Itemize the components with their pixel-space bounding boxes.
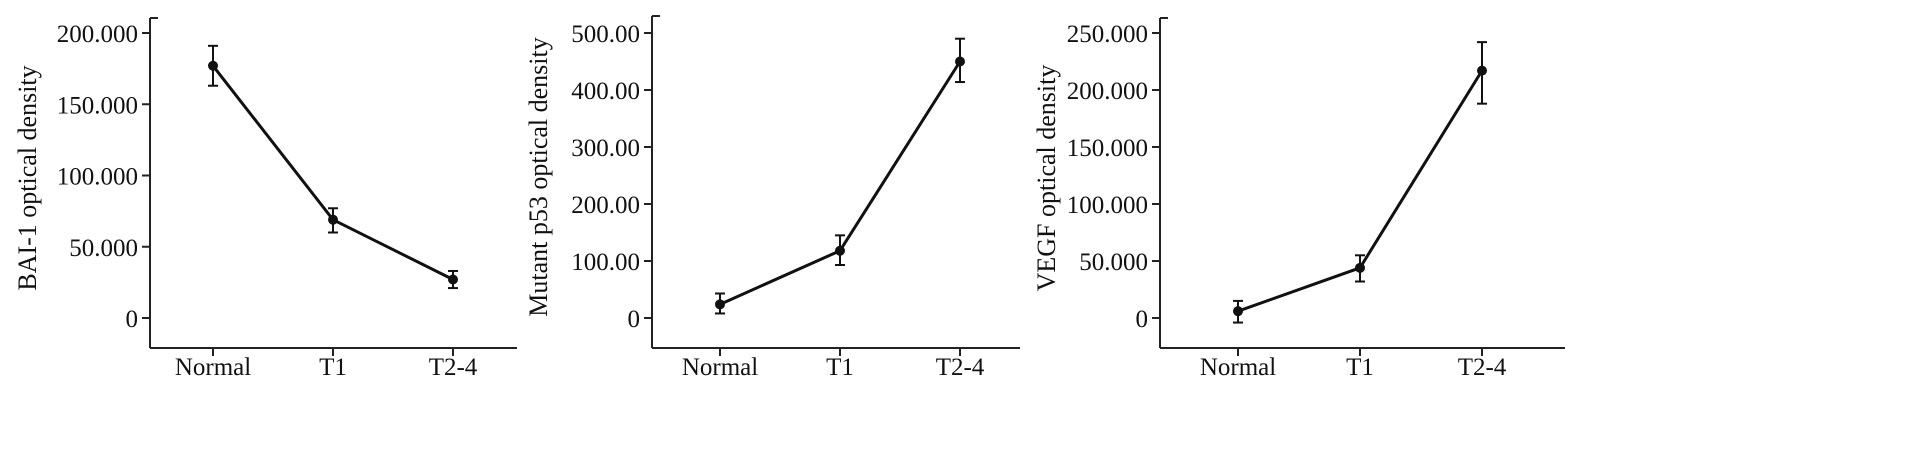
y-tick-label: 100.000: [1067, 192, 1148, 219]
y-tick-label: 0: [628, 306, 641, 333]
y-tick-label: 300.00: [571, 135, 640, 162]
x-tick-label: Normal: [1200, 354, 1276, 381]
y-tick-label: 200.000: [1067, 78, 1148, 105]
x-tick-label: T2-4: [429, 354, 478, 381]
x-tick-label: T2-4: [1458, 354, 1507, 381]
series-line: [211, 64, 454, 281]
chart-panel-bai1: 0 50.000 100.000 150.000 200.000 Normal T1 T2-4…: [13, 17, 517, 381]
x-tick-label: T1: [319, 354, 347, 381]
y-tick-label: 100.000: [57, 164, 138, 191]
y-tick-label: 100.00: [571, 249, 640, 276]
y-tick-label: 50.000: [69, 235, 138, 262]
y-axis-title: BAI-1 optical density: [13, 65, 42, 290]
y-tick-label: 500.00: [571, 21, 640, 48]
data-point: [835, 245, 845, 256]
y-tick-label: 0: [1136, 306, 1149, 333]
data-point: [448, 274, 458, 285]
data-point: [955, 56, 965, 67]
data-point: [1233, 306, 1243, 317]
x-tick-label: T1: [1346, 354, 1374, 381]
data-point: [1477, 65, 1487, 76]
y-tick-label: 150.000: [1067, 135, 1148, 162]
chart-panel-vegf: 0 50.000 100.000 150.000 200.000 250.000 Norma…: [1032, 17, 1565, 381]
data-point: [208, 60, 218, 71]
y-tick-label: 50.000: [1079, 249, 1148, 276]
data-point: [715, 299, 725, 310]
y-axis-title: VEGF optical density: [1032, 65, 1061, 292]
series-line: [719, 60, 962, 306]
x-tick-label: Normal: [682, 354, 758, 381]
x-tick-label: T2-4: [936, 354, 985, 381]
y-axis-title: Mutant p53 optical density: [524, 37, 553, 316]
x-tick-label: T1: [826, 354, 854, 381]
data-point: [1355, 262, 1365, 273]
y-tick-label: 200.000: [57, 21, 138, 48]
chart-panel-mutant-p53: 0 100.00 200.00 300.00 400.00 500.00 Normal T1 T…: [524, 15, 1020, 381]
y-tick-label: 250.000: [1067, 21, 1148, 48]
y-tick-label: 400.00: [571, 78, 640, 105]
y-tick-label: 150.000: [57, 92, 138, 119]
y-tick-label: 0: [126, 306, 139, 333]
x-tick-label: Normal: [175, 354, 251, 381]
data-point: [328, 214, 338, 225]
y-tick-label: 200.00: [571, 192, 640, 219]
